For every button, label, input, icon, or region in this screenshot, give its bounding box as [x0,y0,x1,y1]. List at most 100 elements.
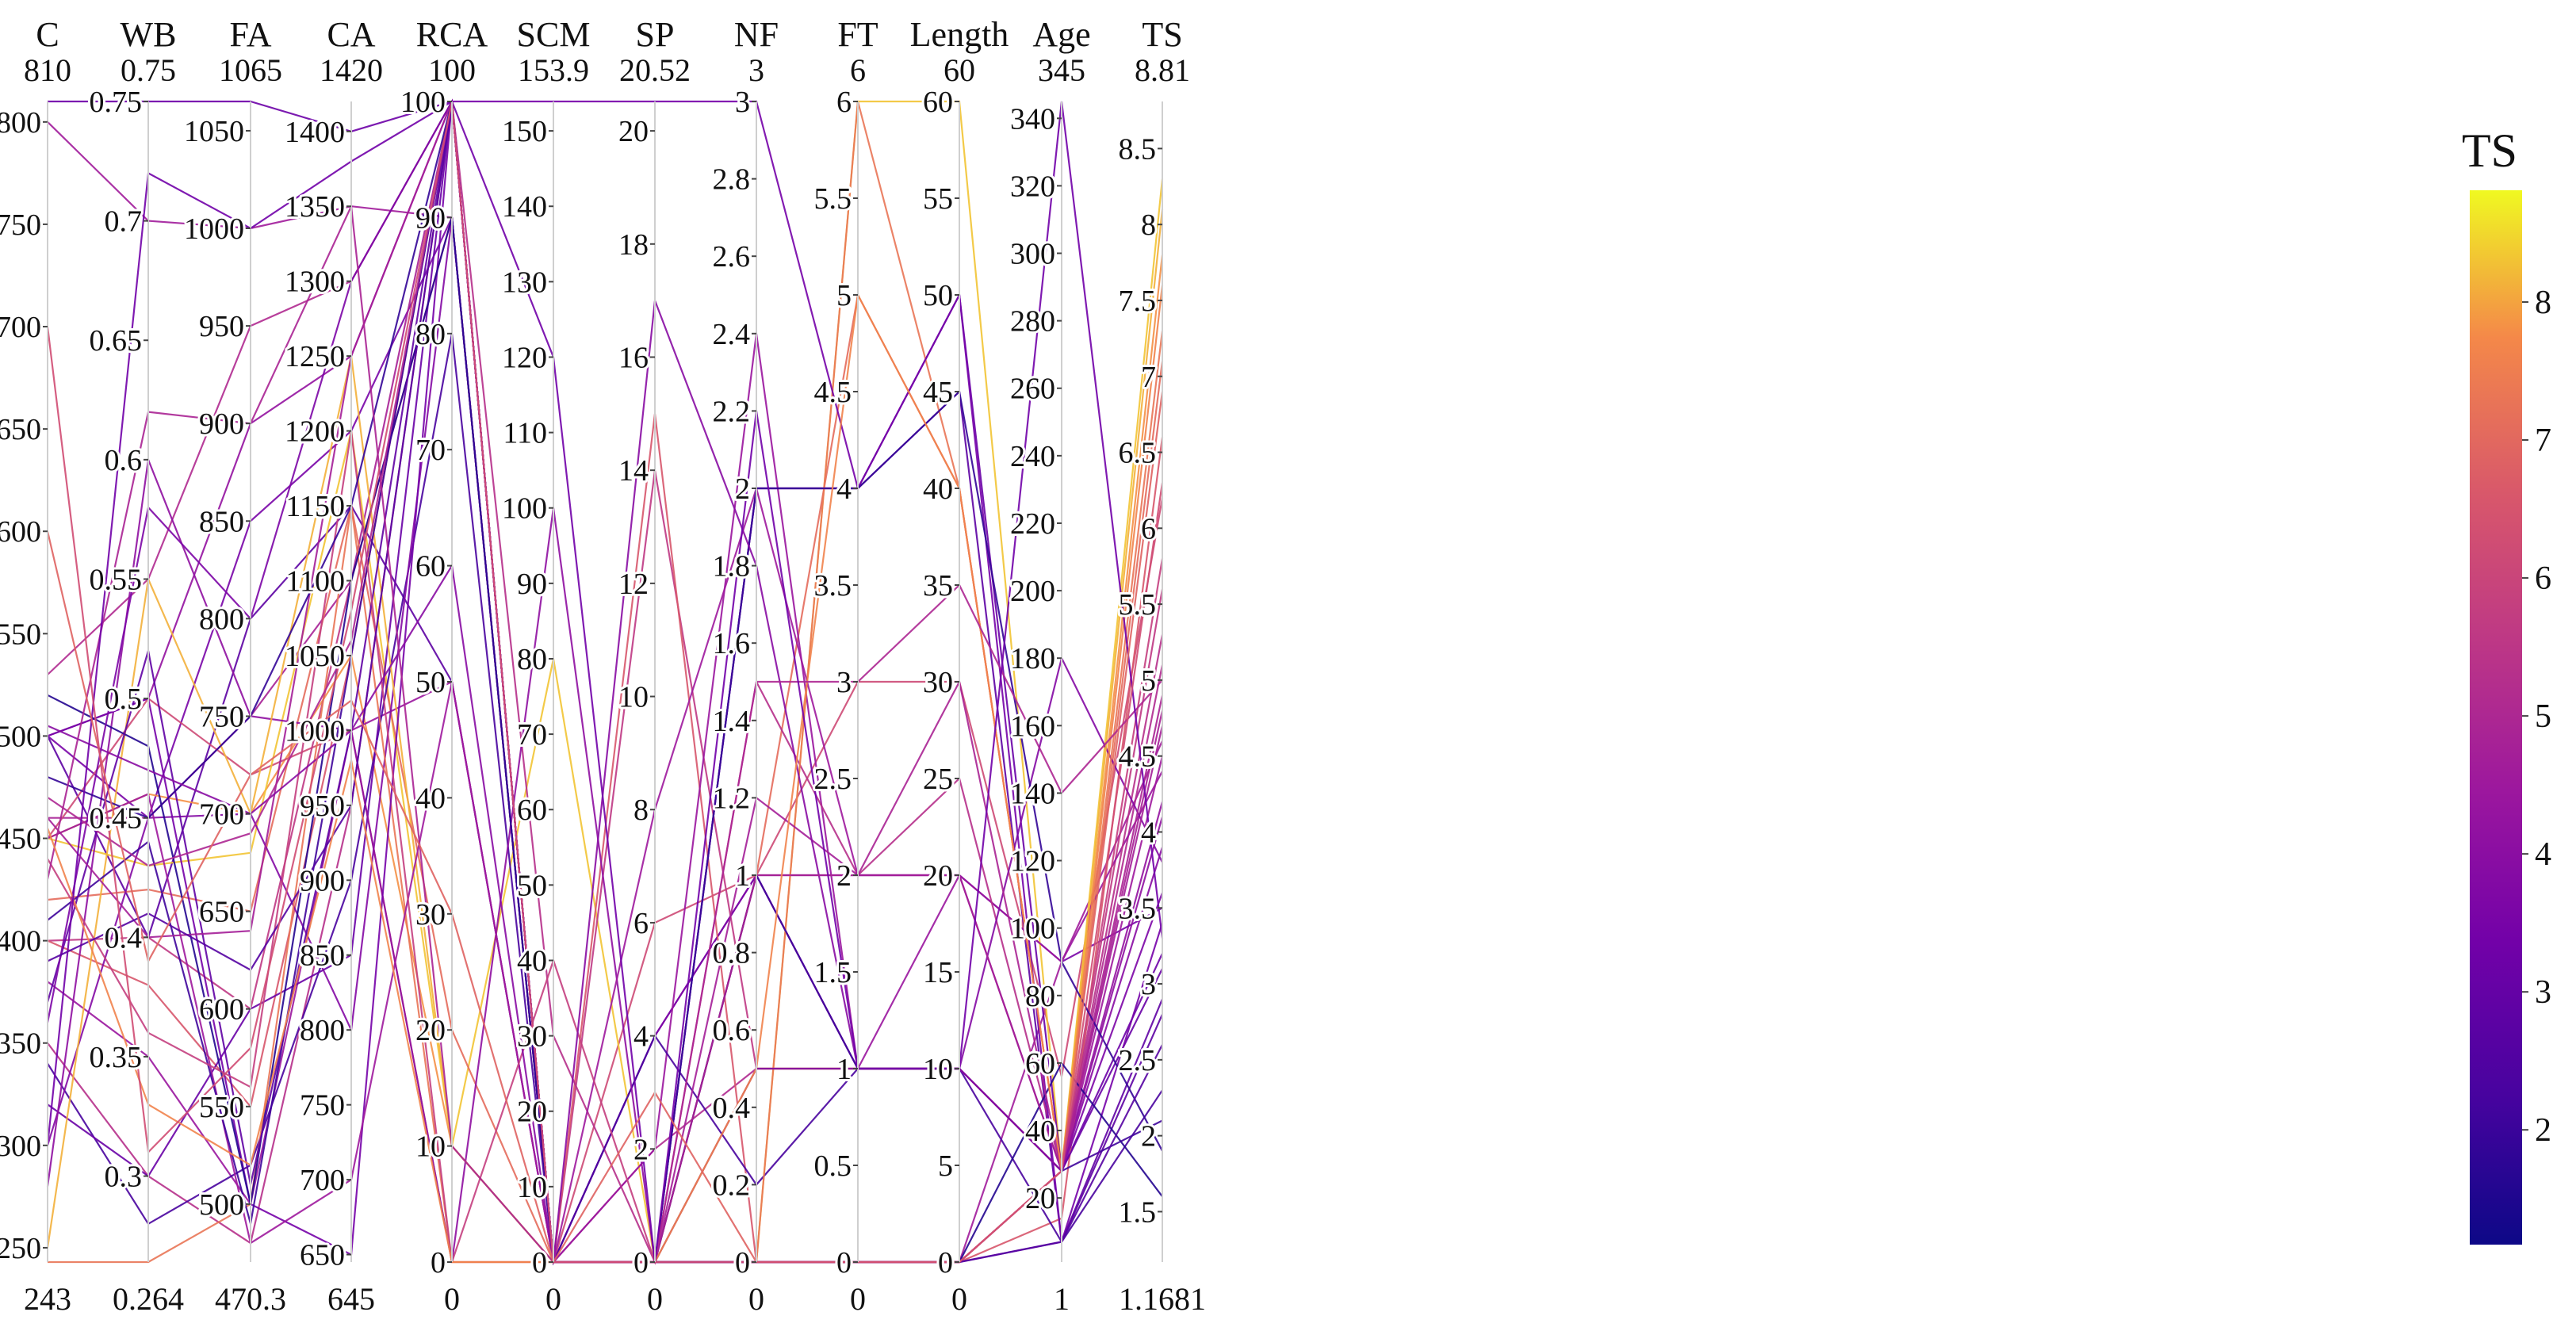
colorbar-tick-label: 6 [2535,560,2551,597]
axis-tick-label: 650 [300,1239,345,1272]
record-line [46,101,1164,1264]
axis-title: C [36,15,59,54]
axis-tick-label: 10 [618,681,649,714]
axis-tick-label: 3.5 [814,569,852,602]
record-line [47,497,1164,1264]
axis-tick-label: 80 [517,643,547,676]
axis-tick-label: 3 [735,86,750,119]
axis-tick-label: 0.3 [105,1161,143,1194]
axis-tick-label: 45 [923,376,953,409]
axis-ts: TS8.81 1.1681 1.5 2 2.5 3 3.5 4 4.5 5 5.5 6 6.5 7 7.5 8… [1116,15,1207,1317]
colorbar-tick-label: 2 [2535,1112,2551,1149]
axis-tick-label: 4.5 [1119,740,1157,774]
colorbar-tick-label: 3 [2535,974,2551,1011]
axis-tick-label: 7 [1141,361,1156,394]
axis-tick-label: 0.5 [814,1149,852,1183]
axis-tick-label: 350 [0,1027,41,1061]
axis-tick-label: 3.5 [1119,892,1157,925]
colorbar-gradient [2470,190,2522,1245]
axis-tick-label: 30 [923,666,953,699]
axis-tick-label: 40 [517,944,547,977]
axis-tick-label: 20 [618,115,649,148]
axis-tick-label: 2.2 [713,395,751,428]
axis-tick-label: 2 [735,472,750,506]
axis-tick-label: 1.5 [814,956,852,989]
axis-tick-label: 18 [618,228,649,262]
colorbar-tick-label: 5 [2535,698,2551,735]
axis-tick-label: 800 [300,1014,345,1047]
axis-tick-label: 15 [923,956,953,989]
axis-tick-label: 55 [923,182,953,216]
axis-max-label: 8.81 [1135,52,1190,88]
axis-tick-label: 20 [923,859,953,893]
axis-tick-label: 280 [1010,305,1055,339]
axis-tick-label: 5.5 [814,182,852,216]
axis-tick-label: 2 [836,859,852,893]
record-line [47,333,1163,1266]
axis-tick-label: 700 [300,1164,345,1197]
axis-tick-label: 600 [199,993,244,1027]
axis-tick-label: 1 [836,1053,852,1086]
axis-max-label: 345 [1038,52,1085,88]
axis-tick-label: 600 [0,515,41,549]
axis-tick-label: 100 [400,86,446,119]
axis-tick-label: 1.2 [713,782,751,815]
axis-max-label: 810 [24,52,71,88]
axis-tick-label: 900 [199,407,244,441]
axis-tick-label: 0.6 [105,444,143,477]
colorbar-tick-label: 8 [2535,285,2551,321]
axis-tick-label: 1000 [285,714,345,748]
axis-min-label: 1.1681 [1119,1281,1206,1317]
axis-tick-label: 1.6 [713,627,751,660]
axis-min-label: 470.3 [215,1281,286,1317]
axis-tick-label: 950 [199,310,244,343]
axis-tick-label: 240 [1010,440,1055,473]
record-line [47,100,1164,1264]
axis-tick-label: 220 [1010,507,1055,541]
axis-tick-label: 2 [1141,1120,1156,1153]
axis-tick-label: 1000 [184,212,244,246]
axis-tick-label: 0.55 [90,563,143,596]
axis-tick-label: 8 [633,794,649,827]
axis-tick-label: 180 [1010,642,1055,675]
axis-tick-label: 110 [503,417,547,450]
axis-max-label: 6 [850,52,866,88]
colorbar: TS 2 3 4 5 6 7 8 [2462,124,2551,1245]
axis-tick-label: 90 [517,568,547,601]
axis-tick-label: 0.4 [105,921,143,954]
axis-tick-label: 120 [502,341,547,374]
axis-tick-label: 0.2 [713,1169,751,1202]
axis-min-label: 0 [951,1281,967,1317]
axis-nf: NF3000.20.40.60.811.21.41.61.822.22.42.6… [710,15,779,1317]
axis-min-label: 243 [24,1281,71,1317]
colorbar-ticks: 2 3 4 5 6 7 8 [2522,285,2551,1149]
axis-title: Length [910,15,1009,54]
axis-tick-label: 2.4 [713,318,751,351]
axis-tick-label: 50 [415,666,446,699]
axis-tick-label: 0.4 [713,1092,751,1125]
axis-tick-label: 40 [923,472,953,506]
axis-max-label: 100 [428,52,476,88]
axis-tick-label: 1250 [285,340,345,373]
axis-min-label: 0 [647,1281,663,1317]
axis-tick-label: 10 [923,1053,953,1086]
axis-tick-label: 60 [923,86,953,119]
axis-tick-label: 20 [415,1014,446,1047]
axis-tick-label: 2.8 [713,163,751,197]
axis-max-label: 1420 [320,52,383,88]
axis-min-label: 0.264 [113,1281,184,1317]
axis-tick-label: 0.35 [90,1041,143,1074]
axis-tick-label: 1.5 [1119,1195,1157,1229]
axis-tick-label: 0 [532,1246,547,1280]
axes-layer: C810243250300350400450500550600650700750… [0,15,1206,1317]
axis-tick-label: 300 [1010,238,1055,271]
axis-title: NF [734,15,779,54]
axis-tick-label: 850 [300,939,345,973]
axis-tick-label: 800 [0,106,41,140]
axis-min-label: 1 [1054,1281,1070,1317]
